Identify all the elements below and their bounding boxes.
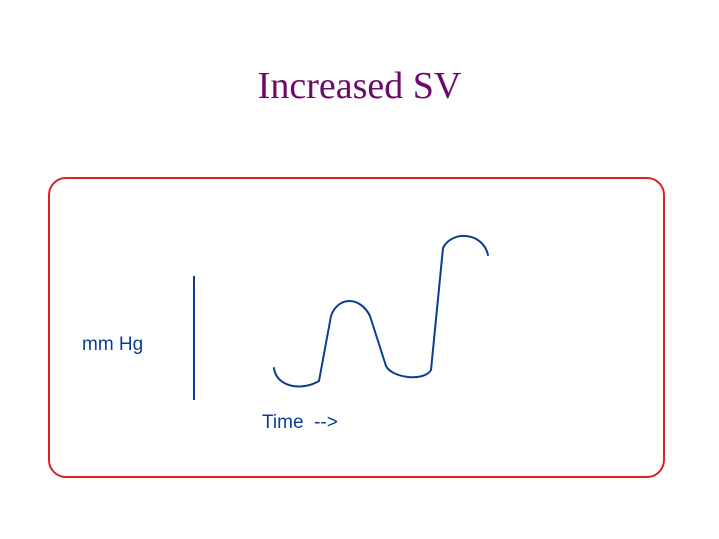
slide-title: Increased SV (257, 65, 462, 107)
diagram-panel (48, 177, 665, 478)
x-axis-label: Time --> (262, 412, 338, 433)
y-axis-label: mm Hg (82, 334, 144, 355)
pressure-waveform (273, 234, 489, 388)
